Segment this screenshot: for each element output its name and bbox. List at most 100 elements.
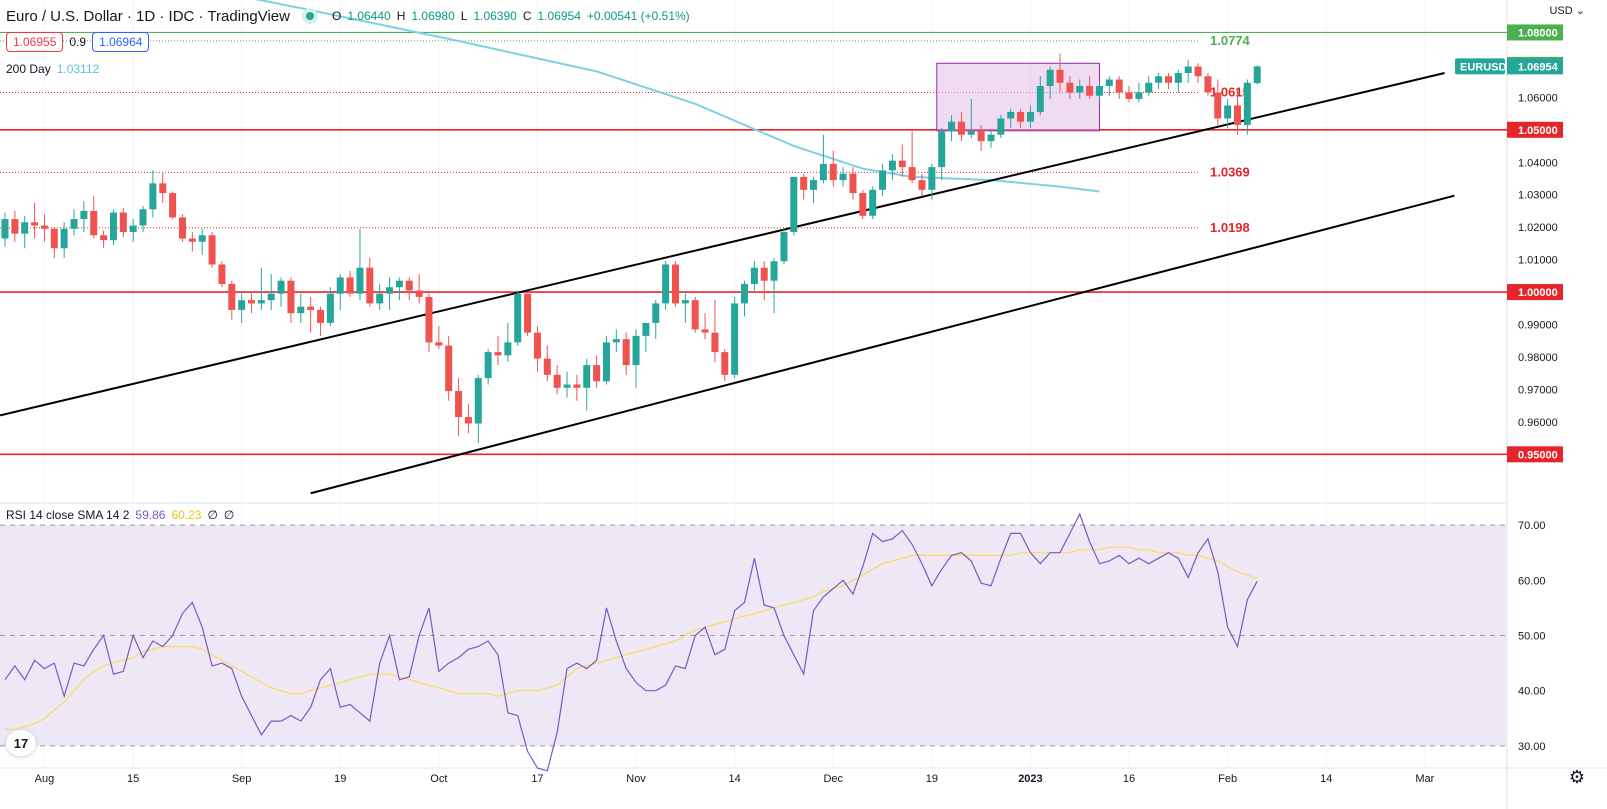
candle [257,267,265,310]
candle-body [149,183,157,210]
candle-body [1164,76,1172,83]
candle [464,404,472,434]
candle-body [553,374,561,388]
time-axis-label: 19 [926,773,938,785]
ma-legend[interactable]: 200 Day 1.03112 [6,62,99,76]
candle [770,257,778,314]
candle [178,214,186,242]
candle [1036,76,1044,116]
candlestick-series [1,53,1261,443]
buy-button[interactable]: 1.06964 [92,32,150,52]
candle-body [188,238,196,242]
candle [898,144,906,177]
candle-body [238,300,246,310]
gear-icon[interactable]: ⚙ [1568,767,1586,787]
level-tag-text: 1.00000 [1518,287,1558,299]
candle-body [671,264,679,304]
candle-body [691,300,699,330]
candle-body [267,293,275,301]
candle [484,348,492,385]
candle-body [297,306,305,314]
candle [741,280,748,317]
candle [317,306,325,336]
candle-body [583,365,591,388]
price-axis-tick: 1.01000 [1518,255,1558,267]
candle-body [474,378,482,424]
candle [356,228,364,301]
rsi-pane[interactable]: 70.00 60.00 50.00 40.00 30.00 [0,512,1546,772]
ohlc-close-value: 1.06954 [537,9,581,23]
candle [957,111,965,142]
candle [533,326,541,372]
candle [760,261,768,301]
trend-channel[interactable] [0,72,1455,495]
candle [198,228,206,255]
candle [287,277,295,323]
candle-body [780,232,788,262]
candle [1155,73,1163,90]
candle-body [1204,76,1212,93]
rsi-line[interactable] [4,512,1258,772]
candle [750,261,758,291]
price-axis[interactable]: 1.06000 1.04000 1.03000 1.02000 1.01000 0.990… [1518,92,1558,429]
candle-body [859,193,867,216]
candle-body [1155,76,1163,83]
candle-body [445,345,453,392]
candle [1007,108,1015,129]
currency-button[interactable]: USD ⌄ [1549,4,1585,17]
sell-button[interactable]: 1.06955 [6,32,64,52]
candle-body [425,296,433,343]
candle-body [218,264,226,284]
candle [1115,76,1123,99]
candle [514,290,522,346]
candle [435,326,443,349]
channel-line-upper[interactable] [0,72,1445,417]
symbol-title[interactable]: Euro / U.S. Dollar · 1D · IDC · TradingV… [6,7,290,25]
candle [366,257,374,307]
candle-body [484,352,492,379]
candle-body [1076,85,1084,93]
candle [819,134,827,184]
candle [1095,82,1103,99]
rsi-legend-value: 59.86 [135,508,166,522]
candle [642,322,650,353]
candle-body [395,280,403,288]
price-axis-tick: 1.04000 [1518,157,1558,169]
candle [849,167,857,200]
candle-body [100,235,108,241]
candle [721,348,729,382]
candle [1204,73,1212,96]
rsi-legend-label: RSI 14 close SMA 14 2 [6,508,130,522]
candle-body [1184,66,1192,74]
candle [70,209,78,236]
candle-body [1056,69,1064,83]
candle-body [800,176,808,190]
candle-body [1066,82,1074,93]
candle-body [879,170,887,190]
candle [553,365,561,395]
rsi-sma-line[interactable] [5,546,1258,731]
candle-body [31,222,39,226]
candle-body [198,235,206,242]
candle [129,219,137,242]
rsi-legend[interactable]: RSI 14 close SMA 14 2 59.86 60.23 ∅ ∅ [6,508,234,522]
time-axis[interactable]: Aug 15 Sep 19 Oct 17 Nov 14 Dec 19 2023 16 Feb 14 Mar [35,773,1435,785]
candle-body [21,222,29,234]
candle-body [997,118,1005,135]
candle-body [40,225,48,229]
candle-body [602,342,610,382]
candle-body [435,342,443,346]
time-axis-label: Mar [1415,773,1434,785]
candle-body [366,267,374,304]
channel-line-lower[interactable] [310,194,1455,495]
tradingview-logo-icon[interactable]: 17 [6,730,36,756]
candle [228,280,236,320]
candle [1224,98,1232,129]
candle [50,227,58,258]
candle-body [386,287,394,294]
candle-body [50,228,58,249]
candle [90,196,98,239]
ohlc-high-label: H [396,9,406,23]
